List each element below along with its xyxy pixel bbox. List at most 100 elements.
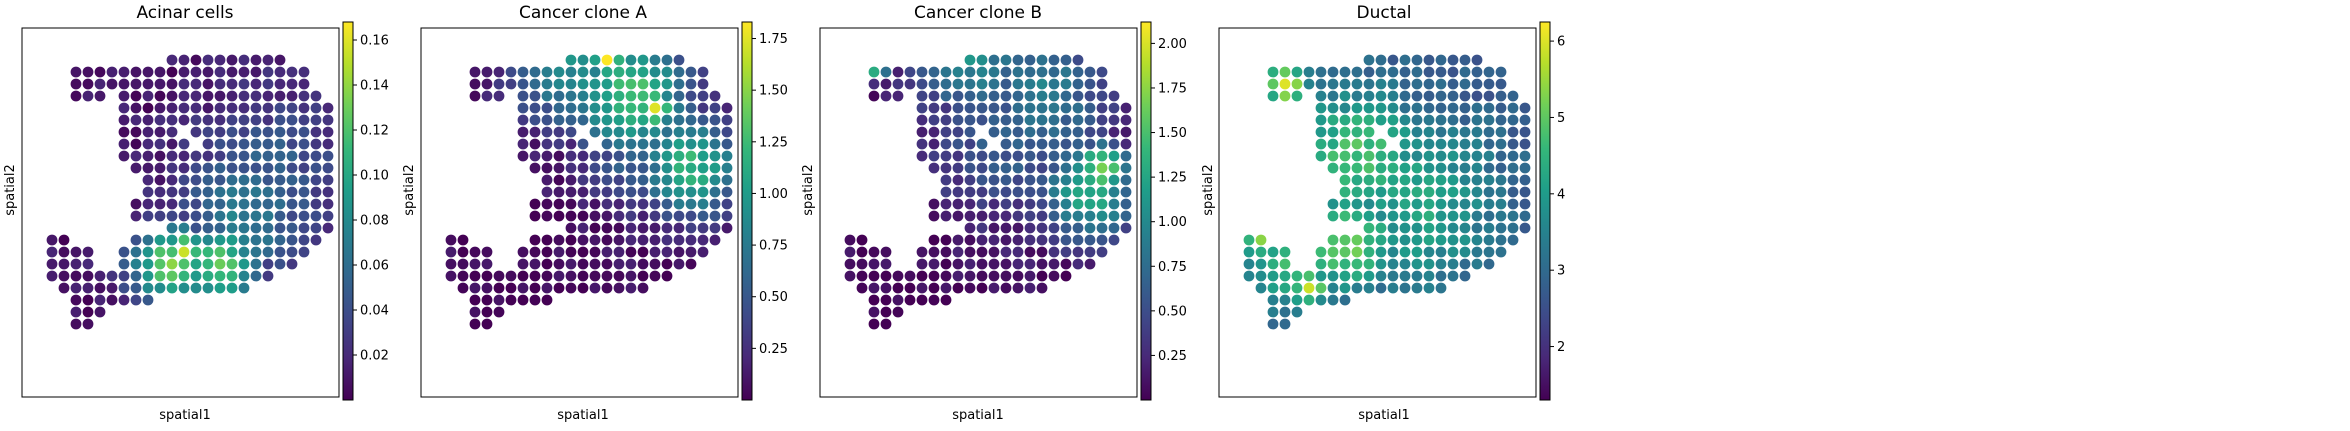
- scatter-point: [964, 54, 976, 66]
- scatter-point: [673, 78, 685, 90]
- scatter-point: [214, 198, 226, 210]
- scatter-point: [541, 258, 553, 270]
- scatter-point: [238, 282, 250, 294]
- scatter-point: [310, 162, 322, 174]
- scatter-point: [685, 210, 697, 222]
- scatter-point: [202, 186, 214, 198]
- scatter-point: [1483, 102, 1495, 114]
- scatter-point: [964, 102, 976, 114]
- scatter-point: [976, 78, 988, 90]
- scatter-point: [565, 150, 577, 162]
- scatter-point: [226, 198, 238, 210]
- scatter-point: [649, 198, 661, 210]
- scatter-point: [1303, 282, 1315, 294]
- scatter-point: [1072, 150, 1084, 162]
- scatter-point: [178, 66, 190, 78]
- scatter-point: [517, 150, 529, 162]
- scatter-point: [154, 246, 166, 258]
- scatter-point: [541, 90, 553, 102]
- scatter-point: [1423, 126, 1435, 138]
- scatter-point: [1399, 282, 1411, 294]
- scatter-point: [1048, 66, 1060, 78]
- scatter-point: [601, 282, 613, 294]
- scatter-point: [964, 246, 976, 258]
- scatter-point: [166, 210, 178, 222]
- scatter-point: [517, 78, 529, 90]
- scatter-point: [190, 246, 202, 258]
- scatter-point: [1519, 138, 1531, 150]
- panel-title: Acinar cells: [136, 3, 233, 23]
- scatter-point: [613, 186, 625, 198]
- scatter-point: [952, 114, 964, 126]
- scatter-point: [481, 318, 493, 330]
- scatter-point: [1072, 162, 1084, 174]
- scatter-point: [262, 234, 274, 246]
- scatter-point: [82, 90, 94, 102]
- scatter-point: [916, 126, 928, 138]
- scatter-point: [1243, 246, 1255, 258]
- scatter-point: [1411, 270, 1423, 282]
- scatter-point: [988, 174, 1000, 186]
- scatter-point: [130, 246, 142, 258]
- scatter-point: [262, 114, 274, 126]
- scatter-point: [1108, 222, 1120, 234]
- scatter-point: [1024, 246, 1036, 258]
- scatter-point: [70, 306, 82, 318]
- scatter-point: [1507, 198, 1519, 210]
- scatter-point: [178, 150, 190, 162]
- scatter-point: [214, 270, 226, 282]
- plot-frame: [1218, 27, 1537, 398]
- scatter-point: [589, 186, 601, 198]
- scatter-point: [1339, 114, 1351, 126]
- scatter-point: [1363, 234, 1375, 246]
- colorbar-tick-label: 0.25: [1158, 349, 1187, 364]
- scatter-point: [637, 174, 649, 186]
- scatter-point: [1519, 150, 1531, 162]
- scatter-point: [1024, 162, 1036, 174]
- scatter-point: [1072, 222, 1084, 234]
- scatter-point: [1399, 126, 1411, 138]
- scatter-point: [1327, 90, 1339, 102]
- scatter-point: [1423, 186, 1435, 198]
- scatter-point: [709, 174, 721, 186]
- scatter-point: [1060, 198, 1072, 210]
- scatter-point: [1387, 114, 1399, 126]
- scatter-point: [1411, 102, 1423, 114]
- scatter-point: [1060, 210, 1072, 222]
- scatter-point: [1036, 90, 1048, 102]
- scatter-point: [673, 246, 685, 258]
- scatter-point: [589, 102, 601, 114]
- scatter-point: [238, 102, 250, 114]
- scatter-point: [1303, 66, 1315, 78]
- scatter-point: [286, 174, 298, 186]
- scatter-point: [274, 114, 286, 126]
- scatter-point: [916, 78, 928, 90]
- scatter-point: [1459, 222, 1471, 234]
- scatter-point: [286, 114, 298, 126]
- scatter-point: [1363, 222, 1375, 234]
- scatter-point: [964, 258, 976, 270]
- scatter-point: [649, 78, 661, 90]
- scatter-point: [625, 282, 637, 294]
- scatter-point: [625, 198, 637, 210]
- scatter-point: [928, 270, 940, 282]
- scatter-point: [1024, 78, 1036, 90]
- scatter-point: [964, 270, 976, 282]
- scatter-point: [565, 222, 577, 234]
- scatter-point: [118, 78, 130, 90]
- scatter-point: [1435, 222, 1447, 234]
- scatter-point: [1012, 66, 1024, 78]
- scatter-point: [178, 90, 190, 102]
- scatter-point: [1339, 138, 1351, 150]
- scatter-point: [1471, 246, 1483, 258]
- scatter-point: [1447, 138, 1459, 150]
- scatter-point: [976, 150, 988, 162]
- scatter-point: [70, 78, 82, 90]
- colorbar-tick-label: 1.25: [759, 135, 788, 150]
- scatter-point: [106, 270, 118, 282]
- scatter-point: [529, 114, 541, 126]
- scatter-point: [190, 54, 202, 66]
- scatter-point: [928, 90, 940, 102]
- scatter-point: [1411, 210, 1423, 222]
- scatter-point: [625, 258, 637, 270]
